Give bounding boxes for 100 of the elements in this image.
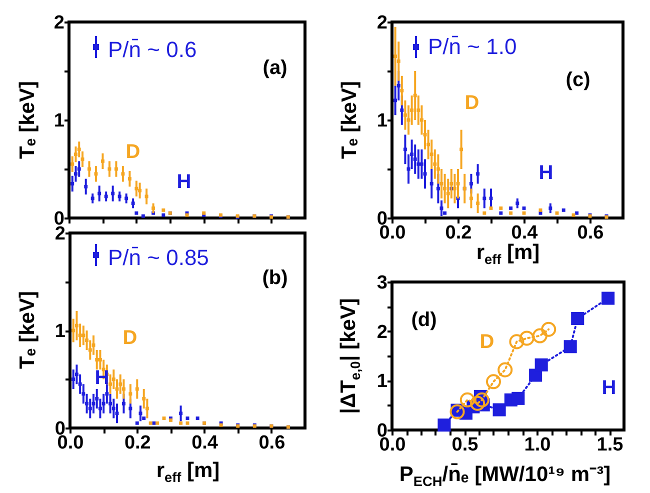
point <box>534 358 548 372</box>
point <box>118 194 122 198</box>
point <box>470 396 486 411</box>
point <box>138 188 142 192</box>
point <box>95 397 99 400</box>
series-label: H <box>602 377 616 399</box>
point <box>144 194 148 198</box>
point <box>78 382 82 386</box>
point <box>148 421 152 425</box>
point <box>128 392 132 396</box>
point <box>394 54 398 58</box>
annotation: P/n̄ ~ 1.0 <box>428 34 517 59</box>
annotation: (a) <box>262 57 288 79</box>
point <box>72 378 76 381</box>
point <box>142 416 146 420</box>
x-tick-label: 0.4 <box>192 432 218 454</box>
point <box>74 372 78 376</box>
point <box>469 196 473 200</box>
point <box>74 172 78 176</box>
point <box>562 208 566 212</box>
point <box>112 378 116 381</box>
point <box>95 358 99 362</box>
x-tick-label: 0.6 <box>258 432 286 454</box>
point <box>509 334 524 350</box>
point <box>134 211 138 215</box>
point <box>124 196 128 200</box>
x-tick-label: 0.5 <box>452 434 479 456</box>
x-tick-label: 1.0 <box>524 434 551 456</box>
point <box>108 382 112 386</box>
x-tick-label: 0.2 <box>445 222 472 244</box>
y-axis-title: Tₑ [keV] <box>16 81 40 159</box>
y-tick-label: 1 <box>376 110 388 132</box>
point <box>450 182 454 186</box>
point <box>516 202 520 206</box>
annotation: (c) <box>566 69 590 91</box>
point <box>460 392 475 408</box>
point <box>102 402 106 406</box>
point <box>433 162 437 166</box>
y-tick-label: 2 <box>54 12 64 34</box>
x-tick-label: 0.2 <box>124 432 151 454</box>
x-axis-title: r$_{eff}$ [m] <box>156 458 220 486</box>
point <box>499 206 503 210</box>
point <box>108 402 112 406</box>
point <box>476 172 480 176</box>
point <box>85 338 89 342</box>
point <box>135 421 139 425</box>
y-tick-label: 1 <box>376 371 388 392</box>
point <box>134 186 138 190</box>
y-tick-label: 1 <box>54 110 65 132</box>
point <box>420 162 424 166</box>
point <box>403 148 407 152</box>
point <box>118 382 122 386</box>
x-tick-label: 0.4 <box>511 222 538 244</box>
point <box>70 182 74 186</box>
point <box>413 157 417 161</box>
point <box>162 213 166 217</box>
point <box>131 202 135 206</box>
point <box>443 211 447 215</box>
x-tick-label: 1.5 <box>596 434 624 456</box>
point <box>430 152 434 156</box>
point <box>486 374 502 390</box>
point <box>128 177 132 181</box>
annotation: (d) <box>411 309 437 331</box>
series-label: D <box>480 331 494 353</box>
y-tick-label: 1 <box>54 321 66 342</box>
point <box>509 211 513 215</box>
point <box>416 162 420 166</box>
x-axis-title: r$_{eff}$ [m] <box>476 240 540 268</box>
point <box>410 108 414 112</box>
y-axis-title: Tₑ [keV] <box>16 291 40 369</box>
point <box>430 182 434 186</box>
point <box>104 194 108 198</box>
point <box>90 196 94 200</box>
point <box>179 421 183 425</box>
point <box>141 214 145 218</box>
point <box>396 59 400 63</box>
point <box>482 211 486 215</box>
point <box>105 392 109 396</box>
point <box>469 182 473 186</box>
point <box>82 334 86 338</box>
point <box>122 402 126 406</box>
point <box>77 148 81 152</box>
point <box>179 412 183 416</box>
point <box>474 392 490 408</box>
point <box>394 98 398 102</box>
point <box>476 202 480 206</box>
point <box>196 416 200 420</box>
series-label: D <box>126 141 140 163</box>
y-tick-label: 2 <box>376 322 388 343</box>
point <box>98 358 102 362</box>
y-axis-title: Tₑ [keV] <box>338 81 362 159</box>
point <box>152 206 156 210</box>
point <box>443 186 447 190</box>
point <box>416 108 420 112</box>
point <box>142 397 146 400</box>
point <box>410 152 414 156</box>
x-axis-title: P$_{ECH}$/n̄ₑ [MW/10¹⁹ m⁻³] <box>399 462 611 490</box>
point <box>403 113 407 117</box>
point <box>84 184 88 188</box>
point <box>498 362 513 378</box>
